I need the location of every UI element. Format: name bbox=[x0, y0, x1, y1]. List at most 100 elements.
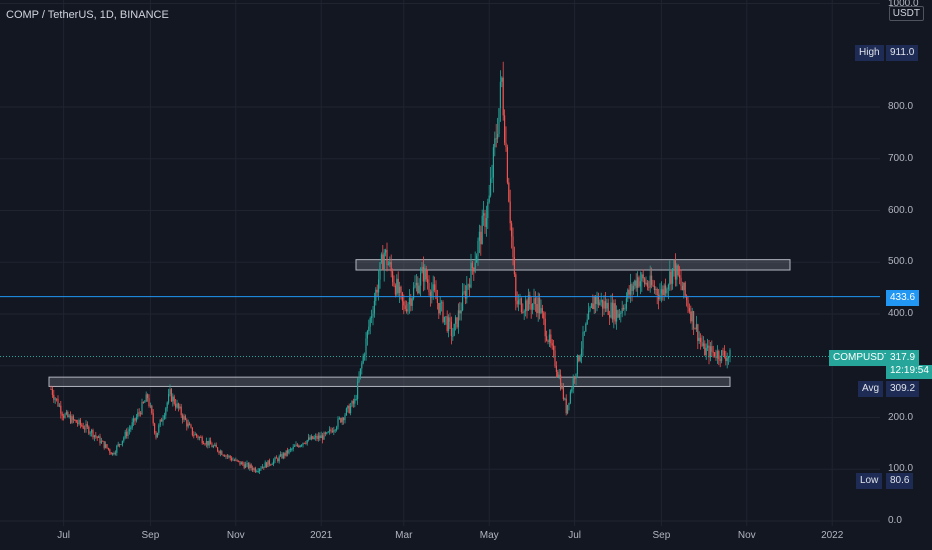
candle bbox=[294, 444, 296, 448]
candle bbox=[596, 291, 598, 312]
candle bbox=[166, 401, 168, 412]
candle bbox=[337, 416, 339, 430]
candle bbox=[485, 205, 487, 237]
candle bbox=[390, 254, 392, 278]
candle bbox=[635, 273, 637, 292]
candle bbox=[382, 245, 384, 271]
candle bbox=[561, 382, 563, 390]
candle bbox=[478, 224, 480, 254]
candle bbox=[499, 70, 501, 122]
candle bbox=[260, 466, 262, 471]
candle bbox=[54, 397, 56, 404]
zone-rectangle[interactable] bbox=[355, 259, 791, 271]
candle bbox=[705, 343, 707, 360]
candle bbox=[319, 432, 321, 441]
horizontal-line-price-tag: 433.6 bbox=[886, 290, 920, 306]
candle bbox=[56, 398, 58, 402]
candle bbox=[548, 329, 550, 348]
candle bbox=[120, 444, 122, 446]
candle bbox=[533, 288, 535, 310]
candle bbox=[536, 296, 538, 318]
candle bbox=[534, 291, 536, 312]
candle bbox=[585, 322, 587, 333]
candle bbox=[718, 349, 720, 366]
candle bbox=[634, 279, 636, 290]
candle bbox=[415, 274, 417, 292]
candle bbox=[238, 460, 240, 463]
candle bbox=[597, 292, 599, 309]
candle bbox=[414, 275, 416, 289]
candle bbox=[449, 312, 451, 330]
candle bbox=[152, 409, 154, 426]
horizontal-lines[interactable] bbox=[0, 296, 880, 357]
candle bbox=[504, 109, 506, 146]
candle bbox=[620, 310, 622, 323]
candle bbox=[131, 418, 133, 430]
candle bbox=[299, 444, 301, 448]
candle bbox=[130, 425, 132, 433]
candle bbox=[659, 283, 661, 301]
candle bbox=[648, 280, 650, 291]
candle bbox=[161, 417, 163, 422]
candle bbox=[709, 342, 711, 362]
candle bbox=[590, 302, 592, 309]
candle bbox=[204, 442, 206, 446]
candle bbox=[519, 293, 521, 305]
candle bbox=[427, 269, 429, 290]
candle bbox=[413, 282, 415, 301]
candle bbox=[476, 253, 478, 263]
candle bbox=[236, 459, 238, 463]
candle bbox=[95, 431, 97, 439]
candle bbox=[266, 461, 268, 468]
candle bbox=[177, 402, 179, 412]
candle bbox=[404, 300, 406, 312]
candle bbox=[669, 260, 671, 291]
candle bbox=[275, 455, 277, 459]
candle bbox=[253, 467, 255, 473]
zone-rectangles[interactable] bbox=[48, 259, 791, 387]
countdown-tag: 12:19:54 bbox=[886, 365, 932, 379]
time-tick-label: 2022 bbox=[821, 530, 844, 541]
candle bbox=[632, 281, 634, 295]
candle bbox=[114, 450, 116, 456]
high-value-tag: 911.0 bbox=[886, 45, 919, 61]
candle bbox=[106, 444, 108, 449]
price-tick-label: 400.0 bbox=[888, 308, 914, 319]
candle bbox=[229, 455, 231, 461]
candle bbox=[170, 387, 172, 403]
candle bbox=[123, 436, 125, 443]
candle bbox=[50, 385, 52, 390]
time-tick-label: Mar bbox=[395, 530, 413, 541]
candle bbox=[317, 432, 319, 442]
candle bbox=[193, 431, 195, 439]
candle bbox=[190, 423, 192, 429]
candle bbox=[553, 340, 555, 358]
candle bbox=[79, 418, 81, 429]
candle bbox=[156, 432, 158, 438]
candle bbox=[288, 448, 290, 455]
candle bbox=[252, 465, 254, 472]
candle bbox=[226, 453, 228, 459]
candle bbox=[613, 299, 615, 329]
candle bbox=[284, 452, 286, 459]
candle bbox=[121, 440, 123, 447]
candle bbox=[215, 442, 217, 448]
candle bbox=[291, 448, 293, 452]
candle bbox=[187, 419, 189, 429]
candle bbox=[690, 305, 692, 324]
low-value-tag: 80.6 bbox=[886, 473, 914, 489]
candle bbox=[285, 450, 287, 457]
candle bbox=[431, 282, 433, 304]
candle bbox=[247, 462, 249, 470]
candle bbox=[487, 198, 489, 230]
candle bbox=[57, 395, 59, 408]
zone-rectangle[interactable] bbox=[48, 376, 731, 387]
candle bbox=[86, 421, 88, 430]
candle bbox=[694, 327, 696, 330]
candle bbox=[343, 416, 345, 425]
currency-badge[interactable]: USDT bbox=[888, 6, 924, 21]
candle bbox=[145, 391, 147, 402]
candle bbox=[653, 280, 655, 294]
candle bbox=[242, 460, 244, 466]
